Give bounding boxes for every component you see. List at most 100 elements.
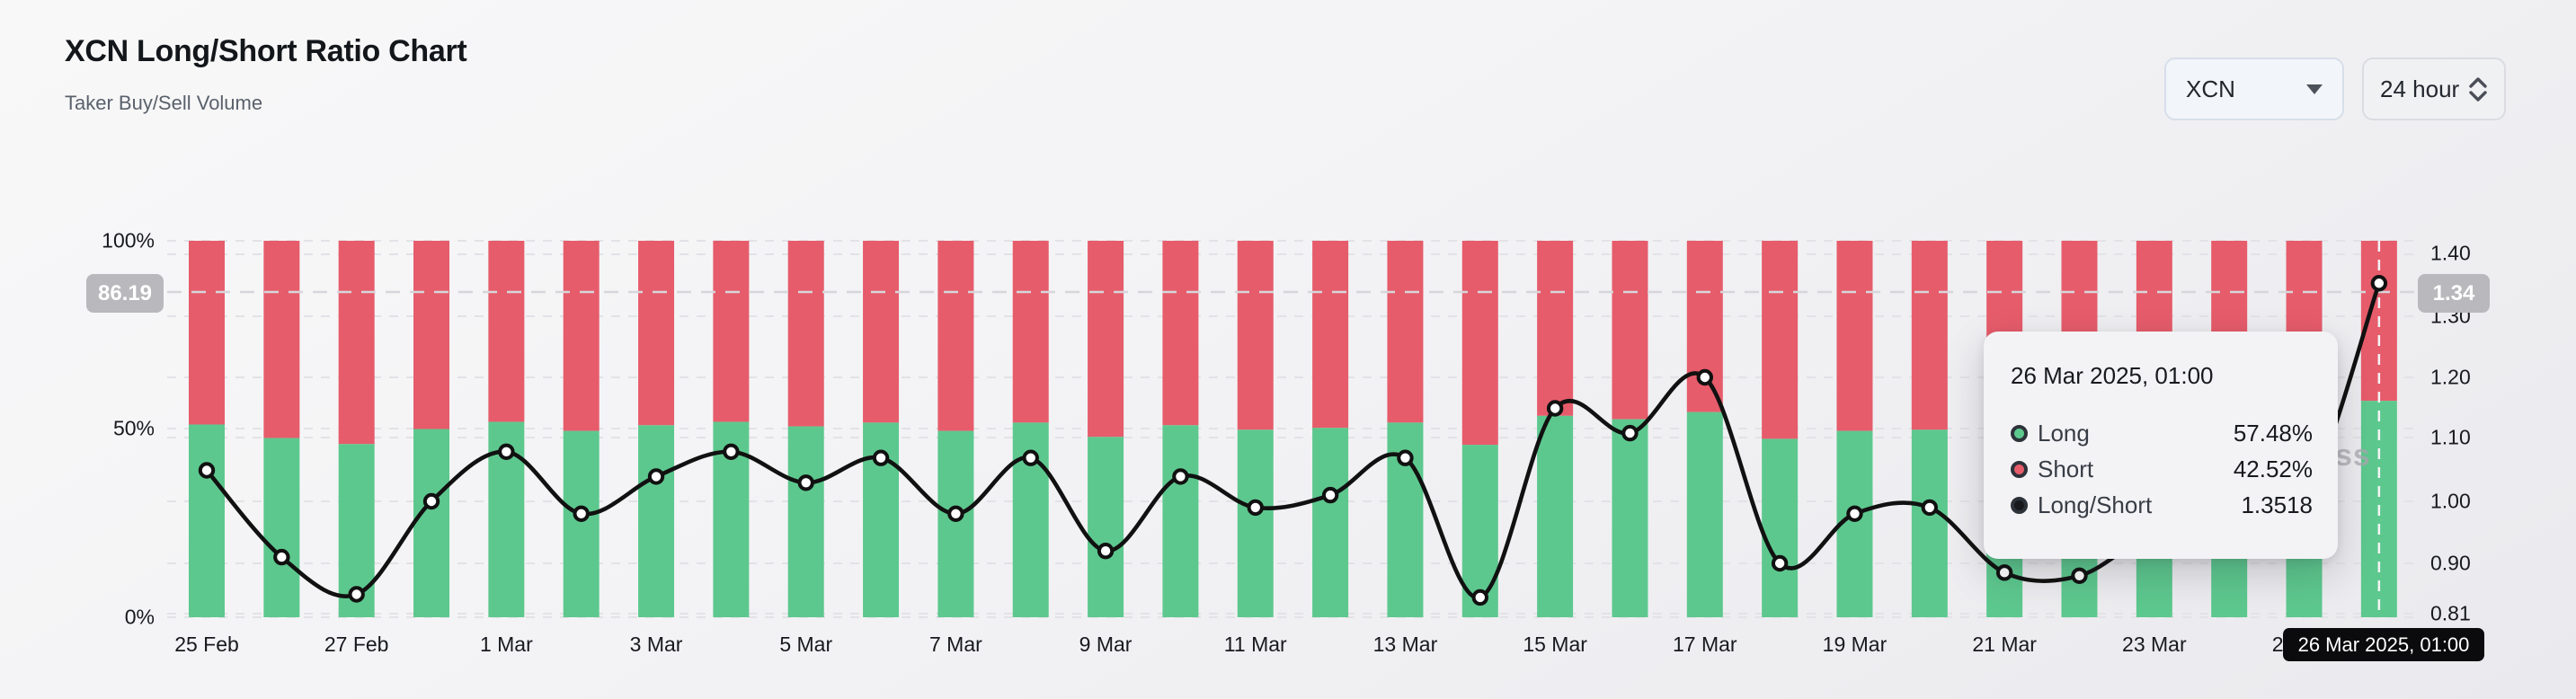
line-marker[interactable] [1696, 368, 1714, 386]
series-dot-icon [2011, 496, 2028, 514]
bar-short[interactable] [787, 241, 824, 427]
bar-long[interactable] [1162, 425, 1199, 617]
line-marker[interactable] [1172, 468, 1189, 485]
bar-short[interactable] [1686, 241, 1723, 412]
tooltip-title: 26 Mar 2025, 01:00 [2011, 362, 2214, 389]
bar-short[interactable] [1612, 241, 1648, 420]
line-marker[interactable] [1247, 499, 1264, 517]
right-axis-tick-label: 1.20 [2430, 365, 2471, 389]
bar-short[interactable] [1387, 241, 1424, 423]
bar-short[interactable] [1012, 241, 1049, 423]
x-axis-tick-label: 3 Mar [629, 633, 683, 656]
x-axis-tick-label: 25 Feb [174, 633, 239, 656]
bar-long[interactable] [1762, 438, 1799, 617]
bar-short[interactable] [263, 241, 300, 438]
x-axis-tick-label: 21 Mar [1972, 633, 2037, 656]
bar-short[interactable] [1312, 241, 1349, 429]
bar-short[interactable] [1911, 241, 1948, 430]
bar-long[interactable] [787, 426, 824, 617]
line-marker[interactable] [348, 586, 365, 603]
line-marker[interactable] [723, 443, 740, 460]
line-marker[interactable] [797, 474, 814, 491]
tooltip-series-label: Long [2038, 419, 2090, 447]
bar-long[interactable] [1911, 429, 1948, 617]
x-axis-tick-label: 15 Mar [1523, 633, 1587, 656]
bar-short[interactable] [1461, 241, 1498, 446]
tooltip-series-value: 1.3518 [2241, 491, 2313, 518]
line-marker[interactable] [1621, 424, 1639, 442]
bar-long[interactable] [638, 425, 675, 617]
line-marker[interactable] [198, 462, 216, 479]
bar-long[interactable] [263, 438, 300, 617]
bar-long[interactable] [189, 424, 225, 617]
line-marker[interactable] [1546, 400, 1564, 417]
line-marker[interactable] [2370, 275, 2388, 292]
tooltip-series-label: Short [2038, 455, 2094, 482]
line-marker[interactable] [1846, 505, 1863, 522]
bar-long[interactable] [413, 429, 450, 618]
crosshair-left-badge: 86.19 [86, 274, 164, 313]
bar-long[interactable] [1612, 419, 1648, 617]
tooltip-series-value: 57.48% [2233, 419, 2313, 447]
line-marker[interactable] [1995, 564, 2013, 581]
line-marker[interactable] [1097, 543, 1115, 560]
crosshair-right-badge: 1.34 [2418, 274, 2490, 313]
line-marker[interactable] [1771, 554, 1789, 572]
bar-short[interactable] [189, 241, 225, 425]
tooltip-series-value: 42.52% [2233, 455, 2313, 482]
line-marker[interactable] [647, 468, 665, 485]
line-marker[interactable] [1397, 449, 1414, 466]
bar-long[interactable] [1237, 429, 1274, 617]
bar-short[interactable] [638, 241, 675, 426]
bar-short[interactable] [1088, 241, 1124, 438]
bar-short[interactable] [338, 241, 375, 445]
bar-long[interactable] [563, 430, 600, 617]
bar-short[interactable] [1537, 241, 1574, 416]
line-marker[interactable] [2071, 567, 2088, 584]
left-axis-tick-label: 0% [124, 605, 155, 629]
line-marker[interactable] [573, 505, 590, 522]
right-axis-tick-label: 1.40 [2430, 241, 2471, 265]
crosshair-date-pill: 26 Mar 2025, 01:00 [2283, 628, 2484, 661]
tooltip-row: Long/Short 1.3518 [2011, 487, 2313, 523]
interval-dropdown[interactable]: 24 hour [2362, 58, 2506, 120]
line-marker[interactable] [422, 492, 440, 510]
bar-short[interactable] [563, 241, 600, 431]
tooltip-series-label: Long/Short [2038, 491, 2153, 518]
line-marker[interactable] [273, 548, 290, 566]
bar-long[interactable] [1686, 411, 1723, 617]
x-axis-tick-label: 11 Mar [1223, 633, 1287, 656]
line-marker[interactable] [1921, 499, 1939, 517]
line-marker[interactable] [1471, 588, 1488, 606]
x-axis-tick-label: 13 Mar [1372, 633, 1438, 656]
bar-short[interactable] [863, 241, 900, 423]
right-axis-tick-label: 0.81 [2430, 601, 2471, 625]
bar-short[interactable] [1836, 241, 1873, 431]
bar-long[interactable] [1537, 415, 1574, 617]
line-marker[interactable] [1321, 486, 1339, 504]
bar-short[interactable] [1237, 241, 1274, 430]
interval-dropdown-value: 24 hour [2380, 75, 2460, 102]
bar-short[interactable] [413, 241, 450, 429]
page-subtitle: Taker Buy/Sell Volume [65, 92, 263, 114]
tooltip-row: Long 57.48% [2011, 415, 2313, 451]
chart-tooltip: 26 Mar 2025, 01:00 Long 57.48% Short 42.52%… [1984, 332, 2338, 559]
symbol-dropdown-value: XCN [2186, 75, 2235, 102]
bar-short[interactable] [937, 241, 974, 431]
left-axis-tick-label: 50% [112, 416, 155, 440]
bar-short[interactable] [1762, 241, 1799, 439]
symbol-dropdown[interactable]: XCN [2164, 58, 2344, 120]
bar-long[interactable] [1088, 437, 1124, 617]
x-axis-tick-label: 1 Mar [479, 633, 533, 656]
line-marker[interactable] [947, 505, 964, 522]
bar-long[interactable] [937, 430, 974, 617]
line-marker[interactable] [1022, 449, 1039, 466]
x-axis-tick-label: 9 Mar [1079, 633, 1133, 656]
line-marker[interactable] [872, 449, 890, 466]
bar-long[interactable] [1312, 428, 1349, 617]
bar-short[interactable] [488, 241, 525, 422]
bar-short[interactable] [713, 241, 750, 422]
bar-short[interactable] [1162, 241, 1199, 426]
line-marker[interactable] [498, 443, 515, 460]
